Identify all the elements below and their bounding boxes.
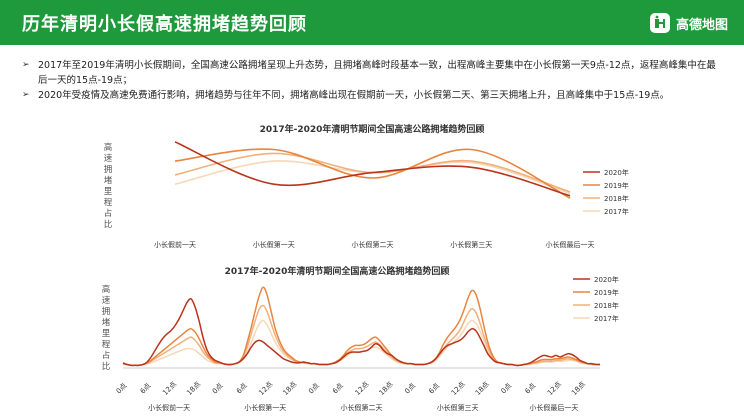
daily-trend-chart: 2017年-2020年清明节期间全国高速公路拥堵趋势回顾高速拥堵里程占比小长假前… bbox=[104, 123, 629, 249]
ylabel-char: 速 bbox=[102, 296, 111, 306]
hour-tick-label: 12点 bbox=[450, 380, 467, 397]
hour-tick-label: 6点 bbox=[139, 382, 153, 396]
hour-tick-label: 6点 bbox=[427, 382, 441, 396]
ylabel-char: 占 bbox=[102, 350, 111, 361]
hour-tick-label: 6点 bbox=[235, 382, 249, 396]
arrow-bullet-icon: ➢ bbox=[22, 90, 30, 100]
bullet-item: ➢ 2020年受疫情及高速免费通行影响，拥堵趋势与往年不同，拥堵高峰出现在假期前… bbox=[22, 88, 722, 103]
ylabel-char: 堵 bbox=[104, 175, 113, 186]
hour-tick-label: 6点 bbox=[331, 382, 345, 396]
hour-tick-label: 12点 bbox=[546, 380, 563, 397]
hour-tick-label: 0点 bbox=[403, 382, 417, 396]
ylabel-char: 程 bbox=[102, 340, 111, 350]
legend-label: 2017年 bbox=[604, 207, 629, 216]
x-tick-label: 小长假第三天 bbox=[450, 240, 492, 249]
page-title: 历年清明小长假高速拥堵趋势回顾 bbox=[22, 14, 307, 35]
hour-tick-label: 18点 bbox=[281, 380, 298, 397]
x-tick-label: 小长假第二天 bbox=[352, 240, 394, 249]
summary-bullets: ➢ 2017年至2019年清明小长假期间，全国高速公路拥堵呈现上升态势，且拥堵高… bbox=[22, 58, 722, 103]
ylabel-char: 速 bbox=[104, 154, 113, 164]
ylabel-char: 高 bbox=[104, 142, 113, 153]
ylabel-char: 比 bbox=[102, 361, 111, 372]
logo-text: 高德地图 bbox=[675, 17, 728, 33]
ylabel-char: 程 bbox=[104, 198, 113, 208]
chart-title: 2017年-2020年清明节期间全国高速公路拥堵趋势回顾 bbox=[260, 123, 485, 135]
day-label: 小长假前一天 bbox=[148, 403, 190, 412]
amap-logo-icon bbox=[649, 13, 670, 33]
hour-tick-label: 18点 bbox=[378, 380, 395, 397]
hour-tick-label: 0点 bbox=[211, 382, 225, 396]
legend-label: 2020年 bbox=[594, 275, 619, 284]
day-label: 小长假第三天 bbox=[437, 403, 479, 412]
hour-tick-label: 12点 bbox=[257, 380, 274, 397]
legend-label: 2017年 bbox=[594, 314, 619, 323]
series-line-2018年 bbox=[122, 304, 600, 367]
legend-label: 2020年 bbox=[604, 168, 629, 177]
legend-label: 2019年 bbox=[594, 288, 619, 297]
series-line-2019年 bbox=[122, 286, 601, 367]
bullet-text: 2020年受疫情及高速免费通行影响，拥堵趋势与往年不同，拥堵高峰出现在假期前一天… bbox=[38, 90, 670, 101]
series-line-2019年 bbox=[174, 148, 571, 199]
hour-tick-label: 12点 bbox=[354, 380, 371, 397]
hour-tick-label: 18点 bbox=[474, 380, 491, 397]
hour-tick-label: 18点 bbox=[570, 380, 587, 397]
x-tick-label: 小长假第一天 bbox=[253, 240, 295, 249]
ylabel-char: 堵 bbox=[102, 317, 111, 328]
day-label: 小长假最后一天 bbox=[529, 403, 578, 412]
bullet-text: 2017年至2019年清明小长假期间，全国高速公路拥堵呈现上升态势，且拥堵高峰时… bbox=[38, 60, 716, 86]
series-line-2020年 bbox=[122, 297, 601, 367]
ylabel-char: 里 bbox=[104, 187, 113, 197]
legend-label: 2019年 bbox=[604, 181, 629, 190]
ylabel-char: 拥 bbox=[104, 164, 113, 175]
hour-tick-label: 6点 bbox=[524, 382, 538, 396]
ylabel-char: 比 bbox=[104, 219, 113, 230]
bullet-item: ➢ 2017年至2019年清明小长假期间，全国高速公路拥堵呈现上升态势，且拥堵高… bbox=[22, 58, 722, 88]
chart-title: 2017年-2020年清明节期间全国高速公路拥堵趋势回顾 bbox=[225, 265, 450, 277]
legend-label: 2018年 bbox=[604, 194, 629, 203]
ylabel-char: 拥 bbox=[102, 306, 111, 317]
x-tick-label: 小长假前一天 bbox=[154, 240, 196, 249]
hour-tick-label: 0点 bbox=[500, 382, 514, 396]
series-line-2020年 bbox=[174, 141, 571, 197]
hour-tick-label: 0点 bbox=[307, 382, 321, 396]
series-line-2017年 bbox=[122, 319, 600, 367]
header-bar: 历年清明小长假高速拥堵趋势回顾 高德地图 bbox=[0, 0, 744, 45]
x-tick-label: 小长假最后一天 bbox=[546, 240, 595, 249]
amap-logo: 高德地图 bbox=[649, 11, 728, 35]
hour-tick-label: 12点 bbox=[161, 380, 178, 397]
day-label: 小长假第一天 bbox=[244, 403, 286, 412]
day-label: 小长假第二天 bbox=[341, 403, 383, 412]
arrow-bullet-icon: ➢ bbox=[22, 60, 30, 70]
hour-tick-label: 0点 bbox=[115, 382, 129, 396]
hour-tick-label: 18点 bbox=[185, 380, 202, 397]
ylabel-char: 占 bbox=[104, 208, 113, 219]
legend-label: 2018年 bbox=[594, 301, 619, 310]
ylabel-char: 里 bbox=[102, 329, 111, 339]
ylabel-char: 高 bbox=[102, 284, 111, 295]
